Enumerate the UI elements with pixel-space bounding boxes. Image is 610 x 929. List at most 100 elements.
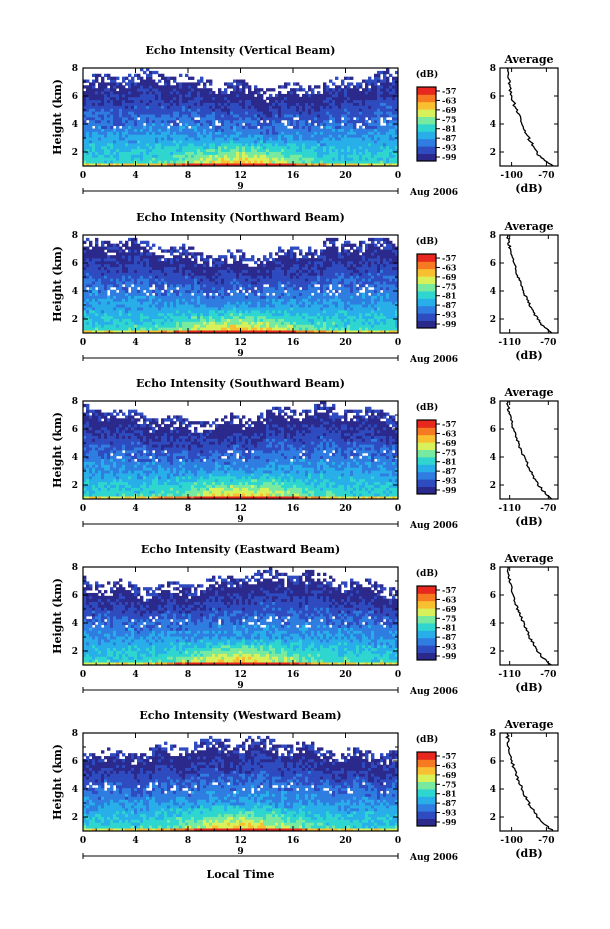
colorbar-swatch bbox=[417, 283, 436, 292]
y-tick-label: 8 bbox=[72, 64, 78, 74]
x-tick-label: 4 bbox=[132, 670, 138, 680]
heatmap-cells bbox=[83, 68, 399, 167]
profile-title: Average bbox=[503, 386, 553, 399]
profile-x-label: (dB) bbox=[515, 349, 542, 362]
colorbar-tick-label: -81 bbox=[442, 789, 456, 799]
colorbar-swatch bbox=[417, 434, 436, 443]
colorbar-unit: (dB) bbox=[416, 69, 438, 80]
panel-title: Echo Intensity (Westward Beam) bbox=[139, 709, 341, 722]
profile-y-tick-label: 6 bbox=[490, 259, 496, 269]
colorbar-tick-label: -93 bbox=[442, 808, 457, 818]
profile-y-tick-label: 6 bbox=[490, 591, 496, 601]
day-label: 9 bbox=[237, 182, 243, 192]
panel-4: Echo Intensity (Eastward Beam) 2 4 6 8 Height… bbox=[51, 543, 559, 697]
colorbar-tick-label: -81 bbox=[442, 457, 456, 467]
profile-x-label: (dB) bbox=[515, 182, 542, 195]
profile-frame bbox=[499, 400, 559, 500]
colorbar-swatch bbox=[417, 291, 436, 299]
colorbar-tick-label: -93 bbox=[442, 143, 457, 153]
colorbar-swatch bbox=[417, 320, 436, 329]
colorbar-swatch bbox=[417, 774, 436, 782]
y-tick-label: 6 bbox=[72, 425, 78, 435]
profile-y-tick-label: 2 bbox=[490, 647, 496, 657]
colorbar-tick-label: -69 bbox=[442, 272, 457, 282]
profile-frame bbox=[499, 732, 559, 832]
profile-x-tick-label: -100 bbox=[500, 171, 523, 181]
colorbar-tick-label: -87 bbox=[442, 466, 456, 476]
x-tick-label: 12 bbox=[234, 504, 247, 514]
x-tick-label: 4 bbox=[132, 504, 138, 514]
profile-x-tick-label: -70 bbox=[538, 836, 554, 846]
x-tick-label: 20 bbox=[339, 338, 352, 348]
profile-y-tick-label: 2 bbox=[490, 315, 496, 325]
colorbar-swatch bbox=[417, 305, 436, 314]
profile-x-tick-label: -110 bbox=[498, 670, 521, 680]
colorbar-swatch bbox=[417, 94, 436, 103]
colorbar-swatch bbox=[417, 420, 436, 428]
profile-y-tick-label: 6 bbox=[490, 425, 496, 435]
y-tick-label: 8 bbox=[72, 729, 78, 739]
y-tick-label: 6 bbox=[72, 757, 78, 767]
colorbar-tick-label: -57 bbox=[442, 585, 456, 595]
colorbar-tick-label: -93 bbox=[442, 310, 457, 320]
colorbar-swatch bbox=[417, 298, 436, 307]
profile-y-tick-label: 2 bbox=[490, 481, 496, 491]
x-tick-label: 0 bbox=[80, 836, 86, 846]
y-axis-label: Height (km) bbox=[51, 412, 64, 488]
x-tick-label: 4 bbox=[132, 836, 138, 846]
colorbar-swatch bbox=[417, 479, 436, 487]
colorbar-swatch bbox=[417, 457, 436, 465]
date-label: Aug 2006 bbox=[409, 687, 458, 697]
profile-line bbox=[506, 234, 553, 334]
colorbar-tick-label: -75 bbox=[442, 114, 456, 124]
colorbar-swatch bbox=[417, 766, 436, 775]
x-tick-label: 16 bbox=[287, 504, 300, 514]
profile-y-tick-label: 8 bbox=[490, 231, 496, 241]
x-tick-label: 12 bbox=[234, 338, 247, 348]
x-tick-label: 0 bbox=[80, 171, 86, 181]
colorbar-swatch bbox=[417, 116, 436, 125]
date-label: Aug 2006 bbox=[409, 521, 458, 531]
colorbar-tick-label: -99 bbox=[442, 651, 457, 661]
colorbar-tick-label: -81 bbox=[442, 124, 456, 134]
profile-y-tick-label: 4 bbox=[490, 619, 496, 629]
profile-x-tick-label: -70 bbox=[540, 338, 556, 348]
colorbar-swatch bbox=[417, 313, 436, 321]
colorbar-swatch bbox=[417, 752, 436, 760]
colorbar-tick-label: -57 bbox=[442, 253, 456, 263]
colorbar-swatch bbox=[417, 449, 436, 458]
colorbar-swatch bbox=[417, 109, 436, 117]
colorbar-tick-label: -57 bbox=[442, 86, 456, 96]
y-tick-label: 4 bbox=[72, 120, 78, 130]
colorbar-swatch bbox=[417, 486, 436, 495]
date-label: Aug 2006 bbox=[409, 355, 458, 365]
profile-y-tick-label: 8 bbox=[490, 397, 496, 407]
profile-y-tick-label: 6 bbox=[490, 92, 496, 102]
y-tick-label: 4 bbox=[72, 287, 78, 297]
x-tick-label: 12 bbox=[234, 670, 247, 680]
colorbar-tick-label: -63 bbox=[442, 760, 457, 770]
x-tick-label: 0 bbox=[395, 338, 401, 348]
colorbar-swatch bbox=[417, 138, 436, 147]
y-tick-label: 8 bbox=[72, 397, 78, 407]
colorbar-swatch bbox=[417, 124, 436, 132]
colorbar-tick-label: -63 bbox=[442, 594, 457, 604]
colorbar-frame bbox=[416, 419, 437, 495]
profile-x-tick-label: -110 bbox=[498, 504, 521, 514]
date-label: Aug 2006 bbox=[409, 853, 458, 863]
panel-title: Echo Intensity (Northward Beam) bbox=[136, 211, 345, 224]
colorbar-tick-label: -75 bbox=[442, 779, 456, 789]
y-tick-label: 2 bbox=[72, 813, 78, 823]
y-tick-label: 2 bbox=[72, 315, 78, 325]
y-axis-label: Height (km) bbox=[51, 246, 64, 322]
profile-x-label: (dB) bbox=[515, 847, 542, 860]
colorbar-swatch bbox=[417, 645, 436, 653]
colorbar-swatch bbox=[417, 615, 436, 624]
colorbar-swatch bbox=[417, 254, 436, 262]
profile-y-tick-label: 6 bbox=[490, 757, 496, 767]
profile-title: Average bbox=[503, 220, 553, 233]
colorbar-tick-label: -99 bbox=[442, 152, 457, 162]
x-tick-label: 4 bbox=[132, 338, 138, 348]
colorbar-tick-label: -93 bbox=[442, 642, 457, 652]
day-label: 9 bbox=[237, 847, 243, 857]
